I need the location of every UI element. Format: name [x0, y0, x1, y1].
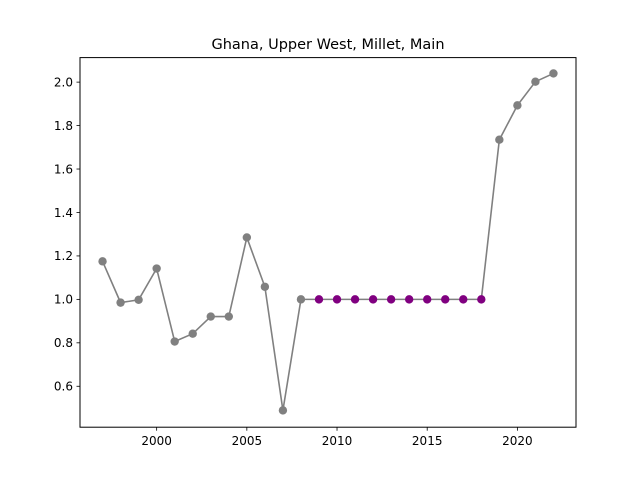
data-point — [278, 406, 288, 415]
data-point — [314, 295, 324, 304]
y-axis: 0.6 0.8 1.0 1.2 1.4 1.6 1.8 2.0 — [54, 75, 80, 394]
data-point — [549, 69, 558, 78]
data-point — [332, 295, 342, 304]
data-point — [423, 295, 432, 304]
y-tick-label: 1.4 — [54, 206, 73, 220]
data-point — [477, 295, 486, 304]
data-point — [206, 312, 215, 321]
data-point — [296, 295, 306, 304]
y-tick-label: 0.8 — [54, 336, 73, 350]
data-point — [513, 101, 522, 110]
data-point — [459, 295, 468, 304]
data-point — [116, 298, 125, 307]
data-point — [260, 282, 270, 291]
x-tick-label: 2020 — [502, 434, 533, 448]
y-tick-label: 1.0 — [54, 293, 73, 307]
y-tick-label: 1.2 — [54, 249, 73, 263]
x-axis: 2000 2005 2010 2015 2020 — [141, 427, 533, 448]
y-tick-label: 0.6 — [54, 380, 73, 394]
x-tick-label: 2000 — [141, 434, 172, 448]
chart-title: Ghana, Upper West, Millet, Main — [211, 37, 444, 53]
data-point — [152, 264, 161, 273]
plot-area-frame — [79, 57, 577, 428]
data-point — [495, 135, 504, 144]
data-point — [224, 312, 233, 321]
data-point — [98, 257, 107, 266]
data-point — [404, 295, 414, 304]
data-point — [386, 295, 396, 304]
y-tick-label: 1.6 — [54, 162, 73, 176]
series-line — [101, 72, 554, 412]
data-point — [188, 329, 197, 338]
y-tick-label: 2.0 — [54, 75, 73, 89]
x-tick-label: 2010 — [322, 434, 353, 448]
data-point — [134, 295, 143, 305]
series-plot — [98, 69, 558, 415]
x-tick-label: 2015 — [412, 434, 443, 448]
data-point — [242, 233, 252, 242]
data-point — [441, 295, 450, 304]
data-point — [170, 337, 179, 346]
data-point — [531, 77, 540, 86]
data-point — [368, 295, 378, 304]
data-point — [350, 295, 360, 304]
x-tick-label: 2005 — [232, 434, 263, 448]
y-tick-label: 1.8 — [54, 119, 73, 133]
